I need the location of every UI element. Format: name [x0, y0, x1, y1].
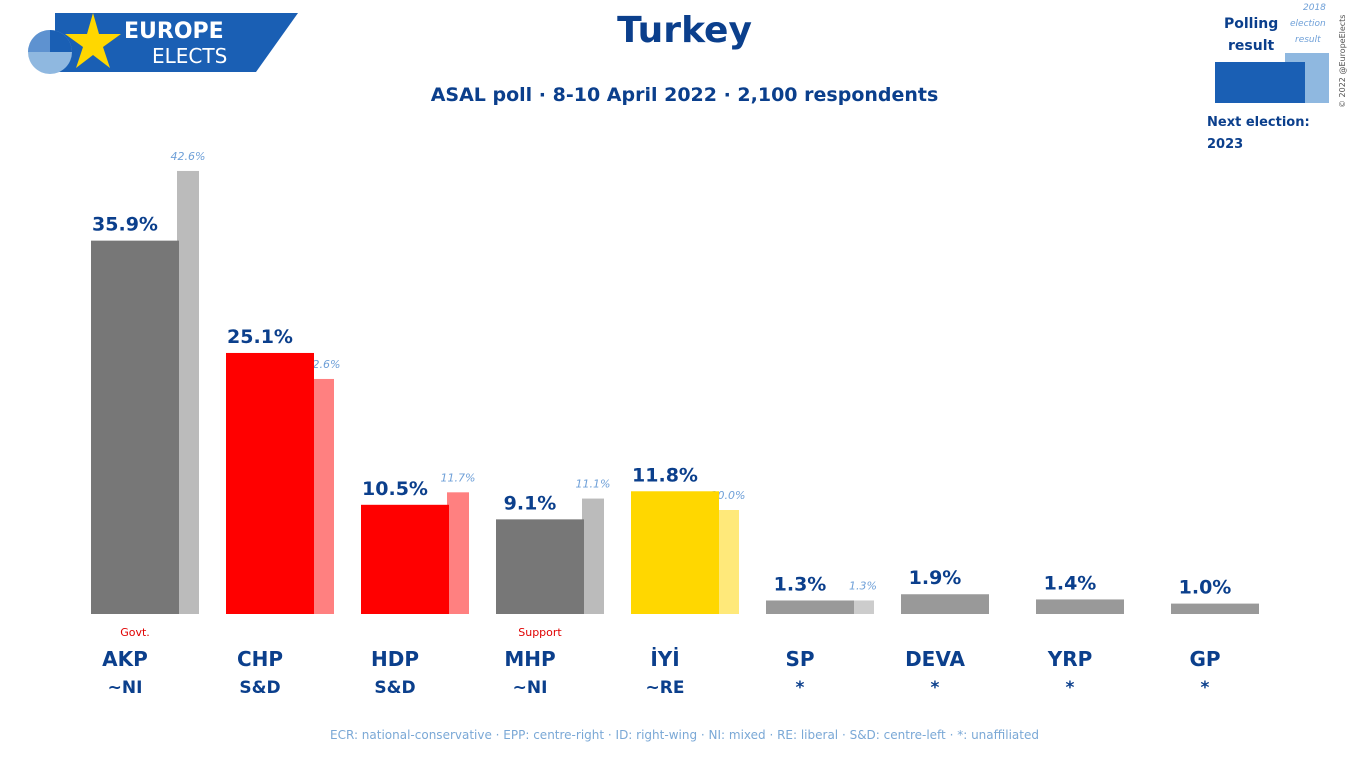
party-group-label: ~NI [108, 678, 143, 698]
party-name-label: AKP [102, 647, 148, 671]
party-name-label: GP [1189, 647, 1220, 671]
election-bar [177, 170, 199, 614]
poll-value-label: 1.9% [909, 567, 962, 589]
poll-bar [766, 600, 854, 614]
logo-line2: ELECTS [152, 44, 227, 68]
party-name-label: MHP [504, 647, 555, 671]
party-group-label: S&D [239, 678, 280, 698]
poll-value-label: 1.3% [774, 573, 827, 595]
party-group-label: * [1066, 678, 1075, 698]
poll-bar [91, 240, 179, 614]
next-election-year: 2023 [1207, 137, 1243, 152]
election-bar [717, 510, 739, 614]
party-name-label: HDP [371, 647, 419, 671]
poll-bar [496, 519, 584, 614]
legend-election-label: election [1290, 19, 1326, 29]
election-bar [582, 498, 604, 614]
legend-poll-label: result [1228, 38, 1274, 54]
party-group-label: ~NI [513, 678, 548, 698]
election-value-label: 22.6% [306, 358, 341, 371]
poll-bar [631, 491, 719, 614]
party-name-label: DEVA [905, 647, 965, 671]
legend: Polling result 2018 election result © 20… [1207, 3, 1347, 152]
legend-poll-label: Polling [1224, 16, 1278, 32]
election-bar [447, 492, 469, 614]
chart-title: Turkey [617, 10, 752, 51]
logo-globe-segment [50, 30, 72, 52]
copyright: © 2022 @EuropeElects [1338, 15, 1347, 108]
election-value-label: 11.1% [576, 478, 611, 491]
poll-value-label: 1.4% [1044, 572, 1097, 594]
party-name-label: CHP [237, 647, 283, 671]
election-bar [852, 600, 874, 614]
party-name-label: SP [785, 647, 814, 671]
poll-bar [1036, 599, 1124, 614]
footnote: ECR: national-conservative · EPP: centre… [330, 728, 1039, 742]
poll-value-label: 11.8% [632, 464, 698, 486]
poll-value-label: 25.1% [227, 326, 293, 348]
party-name-label: İYİ [650, 647, 679, 671]
next-election-label: Next election: [1207, 115, 1310, 130]
election-value-label: 10.0% [711, 489, 746, 502]
election-value-label: 11.7% [441, 471, 476, 484]
logo-star-icon [65, 13, 121, 68]
legend-election-label: 2018 [1303, 3, 1326, 13]
party-group-label: * [796, 678, 805, 698]
poll-bar [1171, 603, 1259, 614]
chart-subtitle: ASAL poll · 8-10 April 2022 · 2,100 resp… [430, 84, 939, 106]
party-status-label: Govt. [120, 626, 150, 639]
party-status-label: Support [518, 626, 562, 639]
poll-value-label: 35.9% [92, 214, 158, 236]
poll-value-label: 1.0% [1179, 577, 1232, 599]
europe-elects-logo: EUROPE ELECTS [28, 13, 298, 74]
party-group-label: * [1201, 678, 1210, 698]
poll-bar [361, 504, 449, 614]
legend-poll-swatch [1215, 62, 1305, 103]
election-bar [312, 378, 334, 614]
election-value-label: 42.6% [171, 150, 206, 163]
party-group-label: ~RE [646, 678, 685, 698]
logo-line1: EUROPE [124, 19, 224, 44]
party-name-label: YRP [1047, 647, 1093, 671]
election-value-label: 1.3% [849, 579, 877, 592]
party-group-label: * [931, 678, 940, 698]
poll-bar [901, 594, 989, 614]
poll-bar [226, 352, 314, 614]
poll-value-label: 9.1% [504, 492, 557, 514]
logo-globe-segment [28, 30, 50, 52]
logo-banner [55, 13, 298, 72]
legend-election-label: result [1295, 35, 1321, 45]
party-group-label: S&D [374, 678, 415, 698]
poll-value-label: 10.5% [362, 478, 428, 500]
